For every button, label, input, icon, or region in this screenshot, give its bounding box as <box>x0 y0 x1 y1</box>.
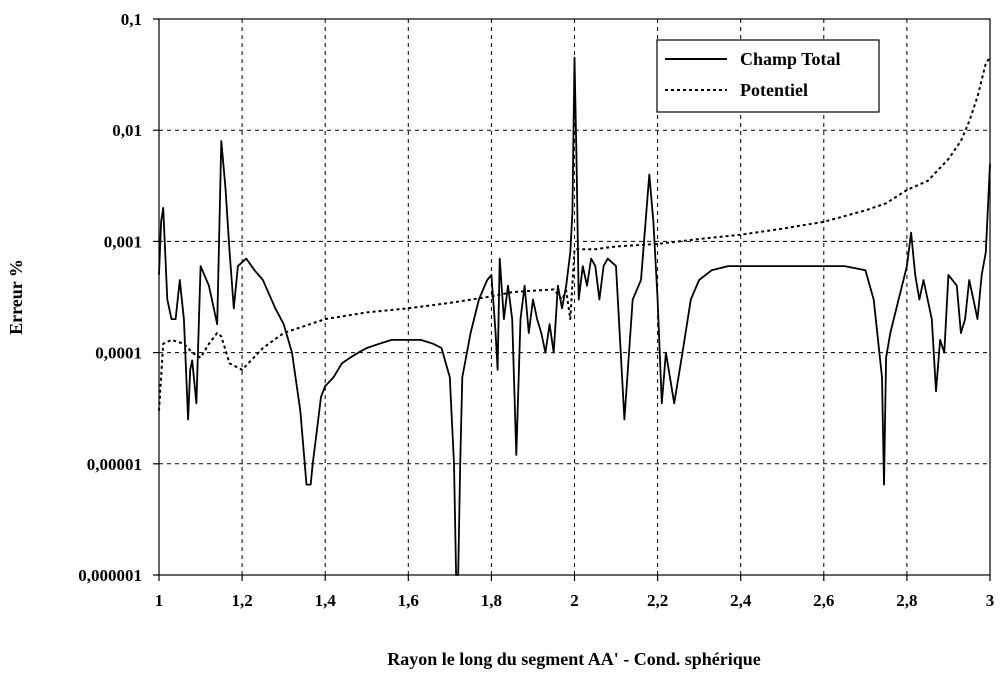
series-line-potentiel <box>158 57 991 411</box>
series-line-champ-total <box>158 56 991 576</box>
legend: Champ Total Potentiel <box>656 39 880 113</box>
y-tick-label: 0,001 <box>104 232 142 251</box>
legend-label-potentiel: Potentiel <box>740 80 808 100</box>
y-axis-ticks: 0,000001 0,00001 0,0001 0,001 0,01 0,1 <box>78 10 159 585</box>
x-tick-label: 1,4 <box>315 591 337 610</box>
x-tick-label: 3 <box>986 591 995 610</box>
x-axis-title: Rayon le long du segment AA' - Cond. sph… <box>387 649 761 669</box>
x-tick-label: 2,8 <box>896 591 917 610</box>
x-tick-label: 1 <box>155 591 164 610</box>
x-tick-label: 1,8 <box>481 591 502 610</box>
y-tick-label: 0,000001 <box>78 566 142 585</box>
series-layer <box>158 56 991 576</box>
x-tick-label: 2,6 <box>813 591 834 610</box>
x-tick-label: 2 <box>570 591 579 610</box>
x-tick-label: 2,4 <box>730 591 752 610</box>
y-tick-label: 0,1 <box>121 10 142 29</box>
gridlines <box>159 19 990 575</box>
x-tick-label: 1,6 <box>398 591 419 610</box>
legend-label-champ-total: Champ Total <box>740 49 841 69</box>
x-axis-ticks: 1 1,2 1,4 1,6 1,8 2 2,2 2,4 2,6 2,8 3 <box>155 575 995 610</box>
y-tick-label: 0,00001 <box>87 455 142 474</box>
y-tick-label: 0,0001 <box>95 344 142 363</box>
y-axis-title: Erreur % <box>6 259 26 335</box>
y-tick-label: 0,01 <box>112 121 142 140</box>
x-tick-label: 2,2 <box>647 591 668 610</box>
legend-box <box>656 39 880 113</box>
x-tick-label: 1,2 <box>231 591 252 610</box>
